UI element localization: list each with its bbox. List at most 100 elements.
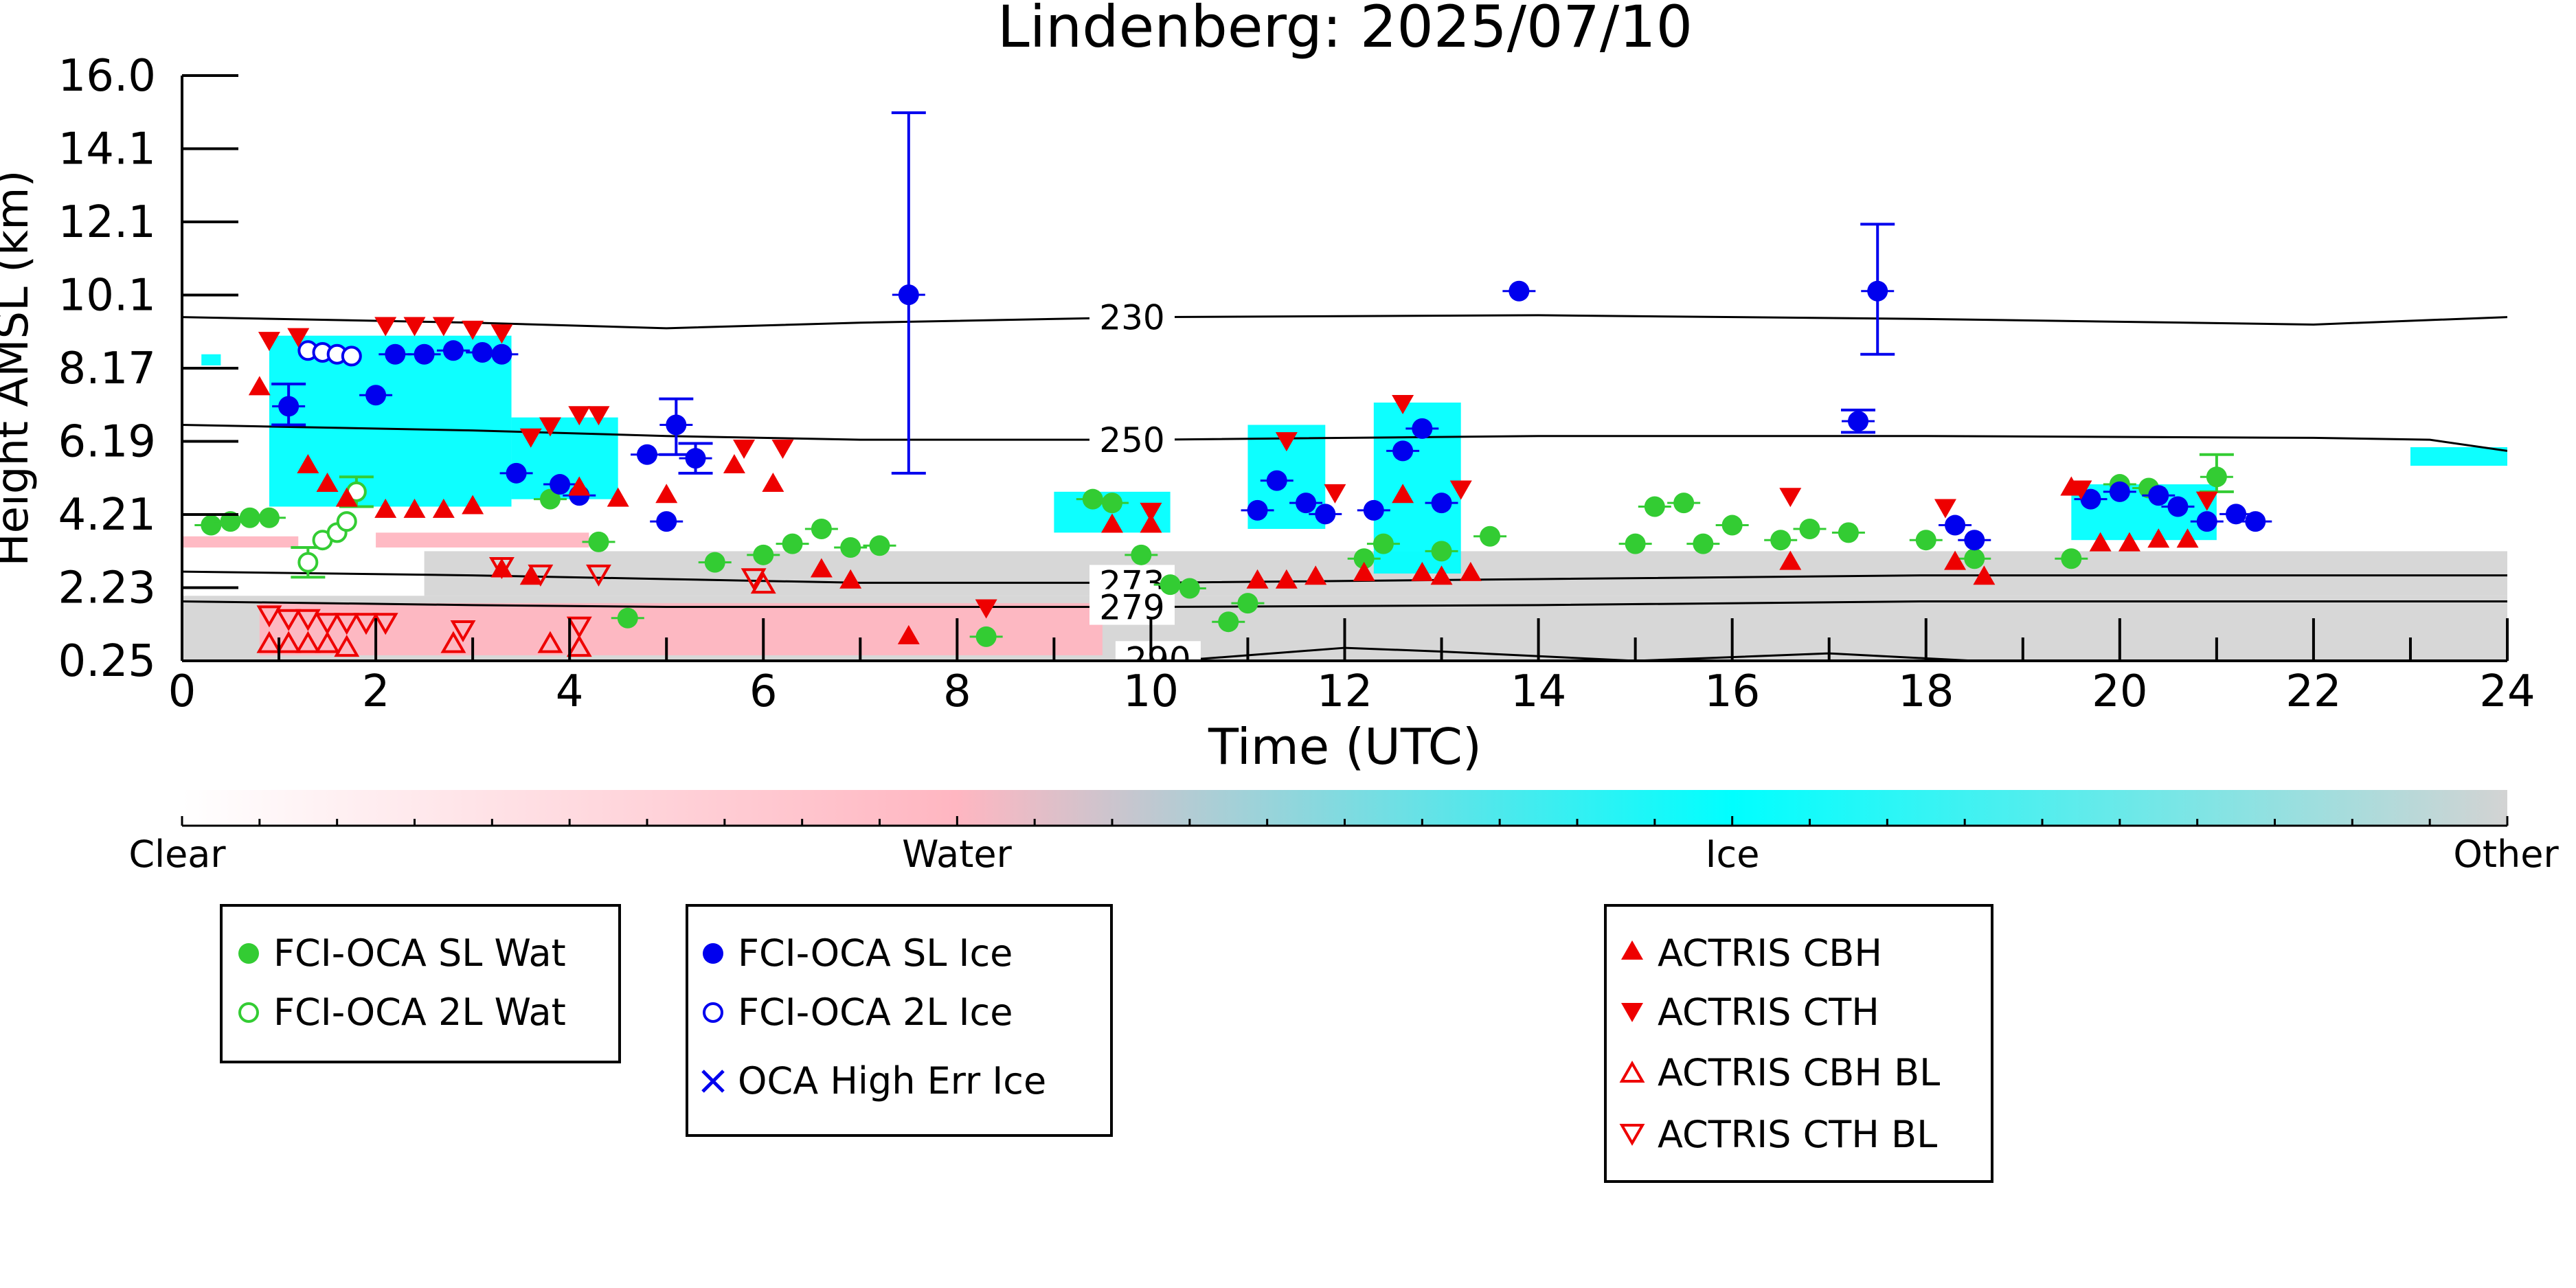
point-fci-oca-sl-wat-34 bbox=[1964, 548, 1985, 569]
point-fci-oca-sl-ice-3 bbox=[414, 343, 435, 365]
point-actris-cbh-bl-6 bbox=[537, 631, 563, 653]
point-actris-cth-13 bbox=[975, 599, 997, 619]
legend-ice-frame bbox=[686, 904, 1113, 1137]
point-actris-cbh-33 bbox=[2118, 532, 2140, 552]
point-actris-cbh-34 bbox=[2147, 528, 2170, 548]
point-fci-oca-sl-wat-8 bbox=[753, 544, 774, 565]
point-actris-cbh-25 bbox=[1411, 561, 1434, 581]
point-actris-cth-bl-4 bbox=[334, 613, 360, 635]
point-fci-oca-sl-wat-27 bbox=[1673, 493, 1695, 514]
x-axis-label: Time (UTC) bbox=[1208, 718, 1482, 776]
point-fci-oca-sl-ice-13 bbox=[656, 511, 677, 532]
point-actris-cbh-5 bbox=[403, 498, 426, 518]
colorbar-label-other: Other bbox=[2453, 833, 2559, 876]
x-tick-label-4: 8 bbox=[943, 666, 971, 717]
point-actris-cth-bl-12 bbox=[741, 568, 767, 591]
y-axis-label: Height AMSL (km) bbox=[0, 170, 38, 567]
point-fci-oca-sl-wat-29 bbox=[1721, 515, 1743, 536]
point-actris-cbh-22 bbox=[1304, 565, 1327, 585]
legend-marker-cth bbox=[1621, 1003, 1643, 1022]
point-actris-cbh-30 bbox=[1973, 565, 1996, 585]
y-tick-label-3: 6.19 bbox=[58, 417, 157, 468]
legend-water: FCI-OCA SL Wat FCI-OCA 2L Wat bbox=[220, 904, 621, 1063]
point-fci-oca-sl-wat-26 bbox=[1644, 496, 1665, 517]
point-actris-cbh-13 bbox=[723, 454, 745, 473]
point-actris-cbh-0 bbox=[248, 376, 271, 396]
point-fci-oca-sl-ice-4 bbox=[442, 340, 464, 361]
y-tick-label-0: 0.25 bbox=[58, 636, 157, 687]
point-actris-cbh-bl-3 bbox=[315, 631, 341, 653]
legend-water-frame bbox=[220, 904, 621, 1063]
point-actris-cth-bl-7 bbox=[450, 620, 476, 643]
point-fci-oca-sl-wat-13 bbox=[975, 626, 997, 647]
point-actris-cbh-29 bbox=[1944, 550, 1967, 570]
point-actris-cth-17 bbox=[1392, 395, 1414, 415]
isotherm-label-bg-230 bbox=[1089, 299, 1175, 335]
point-actris-cbh-23 bbox=[1353, 561, 1375, 581]
point-actris-cth-0 bbox=[258, 332, 280, 352]
point-actris-cth-bl-8 bbox=[488, 557, 515, 580]
point-fci-oca-sl-wat-17 bbox=[1160, 574, 1181, 596]
point-fci-oca-sl-ice-21 bbox=[1412, 418, 1433, 439]
point-fci-oca-sl-ice-34 bbox=[2245, 511, 2266, 532]
point-actris-cth-bl-3 bbox=[315, 613, 341, 635]
point-actris-cbh-35 bbox=[2176, 528, 2199, 548]
y-tick-label-7: 14.1 bbox=[58, 124, 157, 175]
chart-title: Lindenberg: 2025/07/10 bbox=[997, 0, 1693, 60]
legend-marker-cbh bbox=[1621, 940, 1643, 960]
point-fci-oca-sl-wat-1 bbox=[220, 511, 241, 532]
axes-layer: 0 2 4 6 8 10 12 14 16 18 20 22 240.252.234.216.198.1… bbox=[58, 51, 2535, 717]
point-actris-cth-15 bbox=[1275, 432, 1298, 452]
x-tick-label-2: 4 bbox=[556, 666, 584, 717]
y-tick-label-4: 8.17 bbox=[58, 343, 157, 394]
colorbar-label-ice: Ice bbox=[1706, 833, 1760, 876]
point-fci-oca-sl-wat-24 bbox=[1480, 526, 1501, 547]
point-actris-cth-bl-10 bbox=[586, 564, 611, 587]
point-actris-cbh-4 bbox=[374, 498, 397, 518]
legend-label-cth: ACTRIS CTH bbox=[1658, 991, 1879, 1034]
point-fci-oca-sl-wat-19 bbox=[1218, 611, 1239, 633]
point-actris-cbh-bl-7 bbox=[566, 635, 592, 657]
point-fci-oca-2l-ice-3 bbox=[341, 346, 362, 367]
legend-label-cth-bl: ACTRIS CTH BL bbox=[1658, 1113, 1937, 1156]
point-actris-cbh-bl-0 bbox=[256, 631, 282, 653]
isotherm-label-230: 230 bbox=[1099, 298, 1164, 338]
legend-marker-sl-wat bbox=[238, 943, 259, 964]
point-actris-cth-1 bbox=[287, 328, 310, 348]
point-fci-oca-sl-wat-32 bbox=[1838, 522, 1859, 543]
point-actris-cbh-12 bbox=[655, 484, 678, 504]
point-actris-cbh-19 bbox=[1140, 513, 1162, 533]
legend-actris: ACTRIS CBH ACTRIS CTH ACTRIS CBH BL ACTR… bbox=[1604, 904, 1993, 1183]
point-actris-cth-21 bbox=[2070, 480, 2092, 500]
point-fci-oca-sl-ice-0 bbox=[278, 396, 300, 417]
legend-label-2l-wat: FCI-OCA 2L Wat bbox=[273, 991, 566, 1034]
x-tick-label-7: 14 bbox=[1511, 666, 1566, 717]
legend-marker-2l-wat bbox=[238, 1002, 259, 1023]
y-tick-label-8: 16.0 bbox=[58, 51, 157, 102]
point-fci-oca-sl-ice-12 bbox=[685, 448, 706, 469]
point-fci-oca-sl-ice-23 bbox=[1509, 280, 1530, 302]
point-fci-oca-sl-ice-2 bbox=[385, 343, 406, 365]
point-actris-cth-bl-9 bbox=[528, 564, 554, 587]
point-actris-cbh-18 bbox=[1101, 513, 1123, 533]
point-fci-oca-sl-ice-8 bbox=[550, 474, 571, 495]
y-tick-label-1: 2.23 bbox=[58, 563, 157, 614]
x-tick-label-12: 24 bbox=[2479, 666, 2535, 717]
point-actris-cbh-27 bbox=[1459, 561, 1482, 581]
x-tick-label-10: 20 bbox=[2092, 666, 2147, 717]
point-actris-cbh-24 bbox=[1392, 484, 1414, 504]
point-fci-oca-sl-ice-27 bbox=[1964, 530, 1985, 551]
point-actris-cth-bl-11 bbox=[566, 616, 592, 639]
x-tick-label-11: 22 bbox=[2285, 666, 2341, 717]
point-fci-oca-sl-ice-30 bbox=[2148, 485, 2169, 506]
point-actris-cth-bl-6 bbox=[372, 613, 398, 635]
cloud-region-ice-0 bbox=[269, 335, 512, 507]
point-fci-oca-sl-ice-11 bbox=[666, 414, 687, 436]
point-fci-oca-sl-wat-35 bbox=[2061, 548, 2082, 569]
point-fci-oca-sl-wat-10 bbox=[811, 518, 832, 539]
point-actris-cth-22 bbox=[2195, 491, 2218, 511]
point-fci-oca-sl-ice-17 bbox=[1296, 493, 1317, 514]
point-actris-cth-10 bbox=[587, 406, 610, 426]
point-fci-oca-sl-ice-22 bbox=[1431, 493, 1452, 514]
point-fci-oca-sl-wat-14 bbox=[1082, 488, 1103, 510]
